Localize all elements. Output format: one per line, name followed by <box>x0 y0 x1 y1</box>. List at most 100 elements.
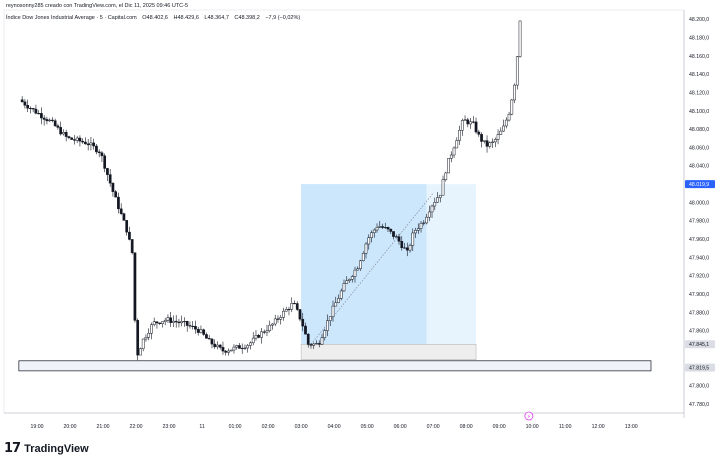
candle <box>328 316 332 327</box>
candle <box>389 228 393 235</box>
candle <box>122 212 126 221</box>
candle <box>485 135 489 153</box>
candle <box>249 341 252 350</box>
candle <box>331 300 335 322</box>
candle <box>70 137 74 140</box>
candle <box>510 98 514 116</box>
ohlc-close: C48.398,2 <box>234 15 260 21</box>
x-tick-label: 06:00 <box>394 424 407 430</box>
y-tick-label: 47.940,0 <box>689 255 709 261</box>
y-tick-label: 48.060,0 <box>689 145 709 151</box>
candle <box>81 138 85 144</box>
candle <box>213 339 217 349</box>
x-tick-label: 10:00 <box>526 424 539 430</box>
candle <box>488 141 492 149</box>
candle <box>216 341 219 350</box>
candle <box>45 116 49 125</box>
candle <box>199 325 203 334</box>
candle <box>218 343 222 350</box>
candle <box>312 342 316 350</box>
candle <box>177 318 181 328</box>
y-tick-label: 47.860,0 <box>689 329 709 335</box>
candle <box>229 349 233 352</box>
candle <box>320 333 324 346</box>
candle <box>111 182 115 197</box>
candle <box>161 321 164 328</box>
candle <box>449 151 453 163</box>
candle <box>100 151 104 162</box>
candle <box>254 330 258 341</box>
candle <box>295 301 299 312</box>
candle <box>397 233 401 245</box>
x-tick-label: 23:00 <box>163 424 176 430</box>
candle <box>251 332 255 346</box>
candle <box>29 106 32 114</box>
candle <box>375 223 379 233</box>
candle <box>493 137 497 148</box>
candle <box>180 315 184 327</box>
candle <box>207 335 211 340</box>
candle <box>304 322 307 335</box>
candle <box>210 337 214 349</box>
candle <box>438 194 442 203</box>
candle <box>40 107 43 125</box>
y-tick-label: 47.900,0 <box>689 292 709 298</box>
candle <box>411 228 415 251</box>
candle <box>183 317 186 327</box>
candle <box>348 278 351 283</box>
candle <box>339 288 343 301</box>
price-chart[interactable]: 48.200,0 48.180,0 48.160,0 48.140,0 48.120,0… <box>0 0 720 440</box>
candle <box>345 276 349 284</box>
candle <box>108 169 112 187</box>
candle <box>114 189 118 198</box>
level-price-badge <box>685 340 715 349</box>
chart-caption: reynosonny285 creado con TradingView.com… <box>6 3 189 9</box>
candle <box>452 146 456 159</box>
candle <box>433 197 437 211</box>
candle <box>350 274 354 283</box>
level-price-label: 47.819,5 <box>689 366 709 372</box>
candle <box>496 129 500 145</box>
candle <box>306 333 310 348</box>
candle <box>67 135 71 140</box>
candle <box>309 342 313 349</box>
candle <box>144 334 148 342</box>
candle <box>290 297 294 313</box>
candle <box>337 294 340 304</box>
candle <box>370 230 373 243</box>
candle <box>31 107 35 113</box>
candle <box>59 121 63 136</box>
candle <box>408 243 412 253</box>
candle <box>188 321 192 329</box>
candle <box>460 118 464 136</box>
y-tick-label: 47.780,0 <box>689 402 709 408</box>
candle <box>117 192 120 214</box>
candle <box>227 348 230 356</box>
ohlc-high: H48.429,6 <box>173 15 199 21</box>
candle <box>232 344 236 354</box>
candle <box>463 115 467 121</box>
y-tick-label: 48.200,0 <box>689 17 709 23</box>
candle <box>513 83 516 104</box>
candle <box>78 135 82 147</box>
candle <box>474 117 478 134</box>
x-tick-label: 02:00 <box>262 424 275 430</box>
ohlc-open: O48.402,6 <box>142 15 168 21</box>
x-tick-label: 07:00 <box>427 424 440 430</box>
level-price-badge <box>685 363 715 372</box>
x-tick-label: 11:00 <box>559 424 572 430</box>
symbol-legend: Índice Dow Jones Industrial Average · 5 … <box>6 15 304 21</box>
y-tick-label: 48.100,0 <box>689 109 709 115</box>
candle <box>150 322 153 340</box>
candle <box>284 306 288 312</box>
candle <box>301 312 305 332</box>
candle <box>172 315 175 327</box>
candle <box>293 300 296 305</box>
candle <box>436 192 439 203</box>
candle <box>125 220 129 236</box>
candle <box>152 317 156 327</box>
candle <box>447 158 450 174</box>
candle <box>53 118 57 127</box>
candle <box>106 167 109 181</box>
candle <box>166 314 170 323</box>
